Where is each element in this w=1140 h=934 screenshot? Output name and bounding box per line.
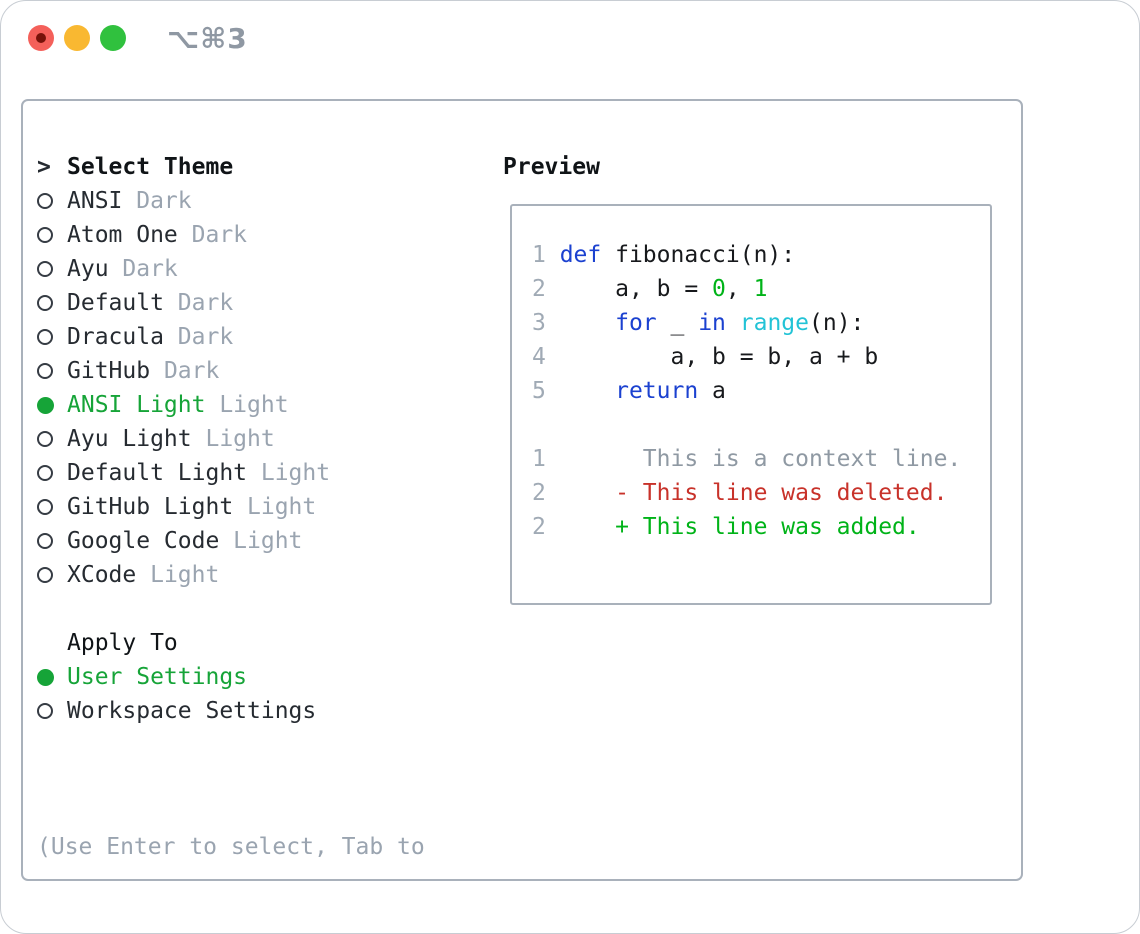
option-label: ANSI [67, 188, 123, 214]
theme-option-ansi[interactable]: ANSI Dark [37, 184, 425, 218]
option-label: Atom One [67, 222, 178, 248]
option-variant-label: Light [247, 494, 317, 520]
option-variant-label: Light [205, 426, 275, 452]
theme-picker-panel: > Select Theme ANSI Dark Atom One Dark Ayu Da… [21, 99, 1023, 881]
radio-icon [37, 499, 53, 515]
window-shortcut-label: ⌥⌘3 [167, 22, 248, 55]
theme-option-ayu[interactable]: Ayu Dark [37, 252, 425, 286]
radio-icon [37, 363, 53, 379]
option-label: XCode [67, 562, 137, 588]
focus-arrow-icon: > [37, 154, 51, 180]
radio-icon [37, 567, 53, 583]
option-variant-label: Dark [122, 256, 178, 282]
line-number: 2 [532, 514, 546, 540]
line-number: 2 [532, 480, 546, 506]
theme-list: ANSI Dark Atom One Dark Ayu Dark Default Dark Dr… [37, 184, 425, 592]
diff-line-add: 2 + This line was added. [532, 510, 980, 544]
section-title-apply-to: Apply To [67, 630, 178, 656]
code-line: 2 a, b = 0, 1 [532, 272, 980, 306]
minimize-button[interactable] [64, 25, 90, 51]
help-text-line-1: (Use Enter to select, Tab to [37, 834, 425, 860]
code-line: 1 def fibonacci(n): [532, 238, 980, 272]
diff-line-del: 2 - This line was deleted. [532, 476, 980, 510]
option-label: Dracula [67, 324, 164, 350]
close-dot-icon [36, 33, 46, 43]
select-theme-header: > Select Theme [37, 150, 425, 184]
option-variant-label: Light [233, 528, 303, 554]
apply-to-header: Apply To [37, 626, 425, 660]
option-variant-label: Dark [177, 324, 234, 350]
option-variant-label: Dark [191, 222, 248, 248]
line-number: 1 [532, 242, 546, 268]
theme-picker-column: > Select Theme ANSI Dark Atom One Dark Ayu Da… [37, 150, 425, 933]
theme-option-default-light[interactable]: Default Light Light [37, 456, 425, 490]
apply-option-user-settings[interactable]: User Settings [37, 660, 425, 694]
theme-option-atom-one[interactable]: Atom One Dark [37, 218, 425, 252]
radio-icon [37, 431, 53, 447]
option-label: Default [67, 290, 164, 316]
code-line: 3 for _ in range(n): [532, 306, 980, 340]
radio-icon [37, 703, 53, 719]
spacer [37, 592, 425, 626]
apply-option-workspace-settings[interactable]: Workspace Settings [37, 694, 425, 728]
option-label: Default Light [67, 460, 248, 486]
radio-icon [37, 533, 53, 549]
option-label: Workspace Settings [67, 698, 317, 724]
radio-icon [37, 329, 53, 345]
option-variant-label: Light [150, 562, 220, 588]
radio-icon [37, 465, 53, 481]
theme-option-github[interactable]: GitHub Dark [37, 354, 425, 388]
diff-preview: 1 This is a context line. 2 - This line w… [532, 442, 980, 544]
radio-icon [37, 227, 53, 243]
radio-selected-icon [37, 396, 54, 414]
section-title-preview: Preview [503, 154, 600, 180]
theme-option-default[interactable]: Default Dark [37, 286, 425, 320]
spacer [532, 408, 980, 442]
help-text: (Use Enter to select, Tab to change focu… [37, 762, 425, 933]
option-label: Ayu Light [67, 426, 192, 452]
theme-option-ayu-light[interactable]: Ayu Light Light [37, 422, 425, 456]
option-label: GitHub [67, 358, 151, 384]
line-number: 4 [532, 344, 546, 370]
theme-option-dracula[interactable]: Dracula Dark [37, 320, 425, 354]
theme-option-ansi-light[interactable]: ANSI Light Light [37, 388, 425, 422]
option-label: User Settings [67, 664, 248, 690]
line-number: 2 [532, 276, 546, 302]
theme-option-google-code[interactable]: Google Code Light [37, 524, 425, 558]
diff-line-ctx: 1 This is a context line. [532, 442, 980, 476]
radio-icon [37, 295, 53, 311]
theme-option-github-light[interactable]: GitHub Light Light [37, 490, 425, 524]
option-variant-label: Dark [163, 358, 220, 384]
zoom-button[interactable] [100, 25, 126, 51]
line-number: 3 [532, 310, 546, 336]
code-line: 5 return a [532, 374, 980, 408]
section-title-select-theme: Select Theme [67, 154, 234, 180]
code-line: 4 a, b = b, a + b [532, 340, 980, 374]
spacer [37, 728, 425, 762]
apply-to-list: User Settings Workspace Settings [37, 660, 425, 728]
close-button[interactable] [28, 25, 54, 51]
theme-option-xcode[interactable]: XCode Light [37, 558, 425, 592]
option-variant-label: Light [219, 392, 289, 418]
option-variant-label: Light [260, 460, 331, 486]
option-label: ANSI Light [67, 392, 206, 418]
line-number: 5 [532, 378, 546, 404]
radio-icon [37, 261, 53, 277]
line-number: 1 [532, 446, 546, 472]
radio-icon [37, 193, 53, 209]
radio-selected-icon [37, 668, 54, 686]
option-label: Google Code [67, 528, 220, 554]
option-variant-label: Dark [177, 290, 234, 316]
option-variant-label: Dark [136, 188, 192, 214]
option-label: GitHub Light [67, 494, 234, 520]
titlebar: ⌥⌘3 [1, 1, 1139, 98]
option-label: Ayu [67, 256, 109, 282]
